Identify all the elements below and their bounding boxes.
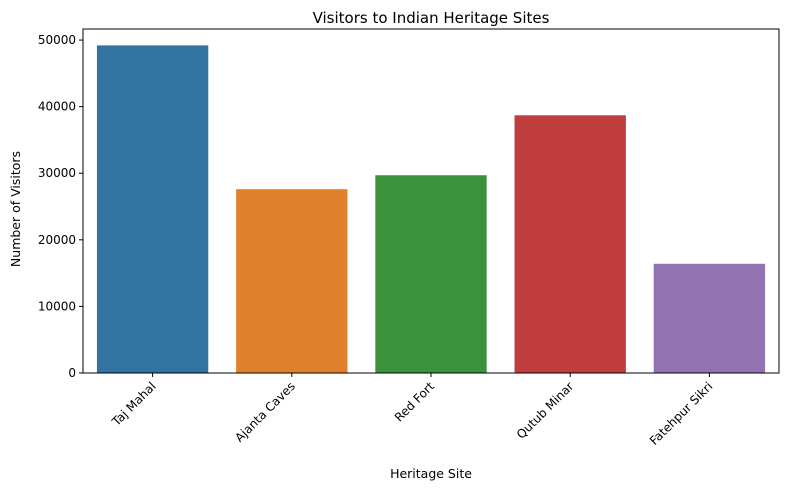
y-axis-label: Number of Visitors — [8, 151, 23, 267]
x-tick-label: Qutub Minar — [514, 379, 577, 442]
bar-fatehpur-sikri — [653, 263, 766, 373]
bar-ajanta-caves — [236, 189, 348, 373]
bar-taj-mahal — [96, 45, 209, 373]
y-axis-ticks: 0 10000 20000 30000 40000 50000 — [38, 33, 83, 380]
bars-group — [96, 45, 766, 374]
chart-title: Visitors to Indian Heritage Sites — [313, 9, 550, 27]
y-tick-label: 0 — [68, 366, 76, 380]
bar-red-fort — [375, 175, 487, 373]
y-tick-label: 50000 — [38, 33, 76, 47]
x-tick-label: Red Fort — [392, 379, 438, 425]
plot-frame — [82, 28, 780, 374]
y-tick-label: 10000 — [38, 299, 76, 313]
x-tick-label: Fatehpur Sikri — [647, 379, 716, 448]
x-tick-label: Ajanta Caves — [232, 379, 298, 445]
bar-qutub-minar — [514, 115, 626, 374]
y-tick-label: 40000 — [38, 100, 76, 114]
x-tick-label: Taj Mahal — [109, 379, 159, 429]
x-axis-label: Heritage Site — [390, 466, 472, 481]
y-tick-label: 30000 — [38, 166, 76, 180]
x-axis-ticks: Taj Mahal Ajanta Caves Red Fort Qutub Minar… — [109, 373, 716, 448]
y-tick-label: 20000 — [38, 233, 76, 247]
